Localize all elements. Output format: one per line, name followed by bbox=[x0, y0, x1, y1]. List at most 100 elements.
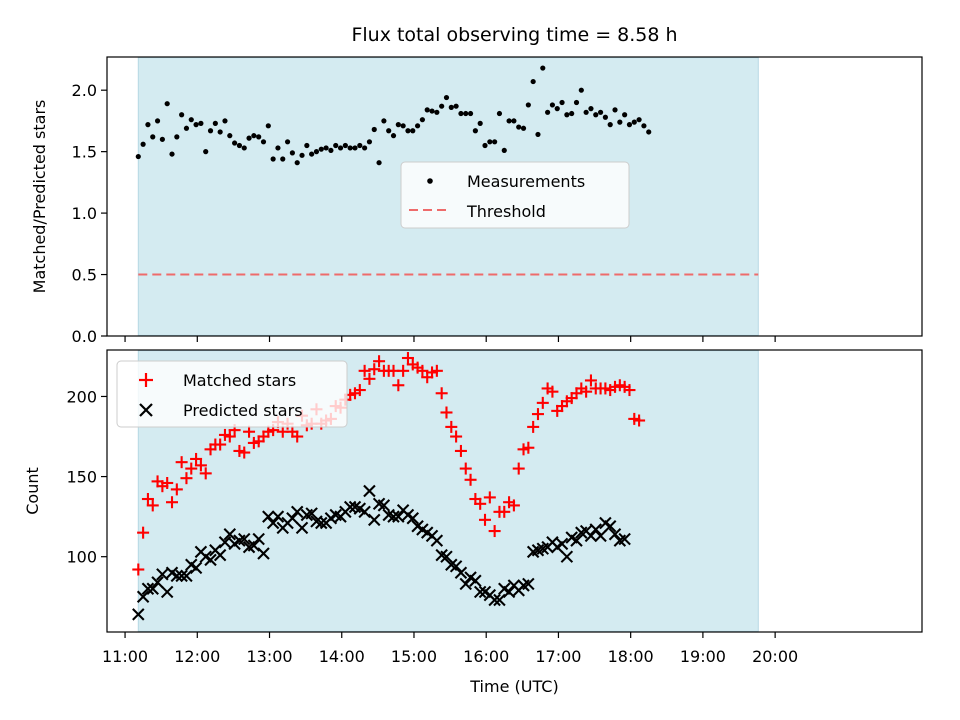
measurement-point bbox=[578, 87, 584, 93]
measurement-point bbox=[275, 145, 281, 151]
measurement-point bbox=[641, 123, 647, 129]
matched-star-point bbox=[175, 456, 188, 469]
measurement-point bbox=[280, 156, 286, 162]
measurement-point bbox=[607, 121, 613, 128]
matched-star-point bbox=[373, 355, 386, 368]
measurement-point bbox=[188, 117, 194, 123]
measurement-point bbox=[477, 120, 483, 126]
measurement-point bbox=[198, 120, 204, 126]
predicted-star-point bbox=[271, 510, 285, 523]
predicted-star-point bbox=[469, 574, 482, 587]
predicted-star-point bbox=[522, 577, 535, 591]
predicted-star-point bbox=[305, 507, 318, 520]
predicted-star-point bbox=[608, 528, 622, 541]
predicted-star-point bbox=[262, 510, 275, 523]
matched-star-point bbox=[430, 364, 443, 377]
measurement-point bbox=[429, 108, 435, 114]
predicted-star-point bbox=[488, 593, 501, 607]
predicted-star-point bbox=[392, 510, 405, 523]
measurement-point bbox=[472, 128, 478, 134]
measurement-point bbox=[453, 103, 459, 109]
predicted-star-point bbox=[151, 576, 164, 589]
matched-star-point bbox=[522, 441, 535, 454]
measurement-point bbox=[241, 145, 247, 151]
measurement-points bbox=[135, 65, 652, 166]
top-y-tick-label: 0.0 bbox=[72, 327, 97, 346]
measurement-point bbox=[564, 112, 570, 118]
matched-star-point bbox=[190, 452, 203, 465]
matched-star-point bbox=[141, 493, 154, 506]
predicted-star-point bbox=[290, 505, 304, 519]
predicted-star-point bbox=[237, 532, 251, 546]
measurement-point bbox=[193, 121, 199, 128]
predicted-star-point bbox=[132, 608, 145, 621]
predicted-star-point bbox=[180, 569, 193, 583]
measurement-point bbox=[612, 107, 618, 113]
bottom-y-axis-label: Count bbox=[23, 467, 42, 515]
predicted-star-point bbox=[315, 516, 328, 530]
predicted-star-point bbox=[204, 553, 217, 567]
measurement-point bbox=[159, 136, 165, 142]
bottom-x-ticks: 11:00 12:00 13:00 14:00 15:00 16:00 17:00 18:00… bbox=[102, 632, 798, 666]
matched-star-point bbox=[223, 430, 236, 443]
predicted-star-point bbox=[570, 534, 583, 547]
predicted-star-point bbox=[247, 539, 261, 552]
top-y-axis-label: Matched/Predicted stars bbox=[30, 100, 49, 294]
measurement-point bbox=[487, 139, 493, 145]
measurement-point bbox=[506, 118, 512, 124]
matched-star-point bbox=[512, 462, 525, 475]
measurement-point bbox=[636, 117, 642, 123]
matched-star-point bbox=[185, 462, 198, 475]
matched-star-point bbox=[392, 379, 405, 392]
predicted-star-point bbox=[589, 523, 603, 536]
measurement-point bbox=[458, 110, 464, 117]
measurement-point bbox=[381, 118, 387, 124]
measurement-point bbox=[299, 152, 305, 158]
matched-star-point bbox=[454, 444, 467, 457]
measurement-point bbox=[236, 142, 243, 149]
measurement-point bbox=[145, 121, 151, 128]
measurement-point bbox=[626, 121, 633, 128]
matched-star-point bbox=[498, 505, 511, 518]
predicted-star-point bbox=[218, 536, 232, 549]
x-tick-label: 14:00 bbox=[319, 647, 365, 666]
measurement-point bbox=[467, 110, 474, 117]
predicted-star-point bbox=[449, 560, 463, 573]
predicted-star-point bbox=[594, 529, 607, 543]
x-tick-label: 12:00 bbox=[174, 647, 220, 666]
matched-star-point bbox=[474, 497, 487, 510]
measurement-point bbox=[588, 106, 594, 112]
predicted-star-point bbox=[459, 577, 472, 591]
predicted-star-point bbox=[160, 585, 174, 599]
measurement-point bbox=[333, 142, 339, 149]
measurement-point bbox=[501, 147, 507, 154]
measurement-point bbox=[482, 142, 488, 149]
measurement-point bbox=[203, 149, 209, 155]
matched-star-point bbox=[445, 420, 458, 433]
predicted-star-point bbox=[473, 585, 487, 599]
measurement-point bbox=[154, 118, 161, 124]
measurement-point bbox=[516, 124, 522, 130]
top-plot-frame bbox=[106, 56, 923, 337]
measurement-point bbox=[260, 139, 267, 145]
bottom-plot-frame bbox=[106, 349, 923, 633]
measurement-point bbox=[366, 139, 373, 145]
predicted-star-point bbox=[223, 528, 237, 541]
measurement-point bbox=[294, 160, 300, 166]
measurement-point bbox=[150, 134, 156, 140]
matched-star-point bbox=[580, 385, 593, 398]
legend-matched-label: Matched stars bbox=[183, 371, 296, 390]
matched-star-point bbox=[170, 483, 183, 496]
predicted-star-point bbox=[156, 568, 169, 581]
chart-title: Flux total observing time = 8.58 h bbox=[351, 24, 677, 46]
matched-star-point bbox=[450, 430, 463, 443]
measurement-point bbox=[448, 104, 454, 110]
predicted-star-point bbox=[189, 561, 203, 575]
bottom-y-tick-label: 200 bbox=[66, 387, 97, 406]
matched-star-point bbox=[488, 525, 501, 538]
measurement-point bbox=[395, 121, 401, 128]
measurement-point bbox=[434, 109, 440, 115]
measurement-point bbox=[270, 156, 276, 162]
predicted-star-point bbox=[584, 529, 598, 543]
